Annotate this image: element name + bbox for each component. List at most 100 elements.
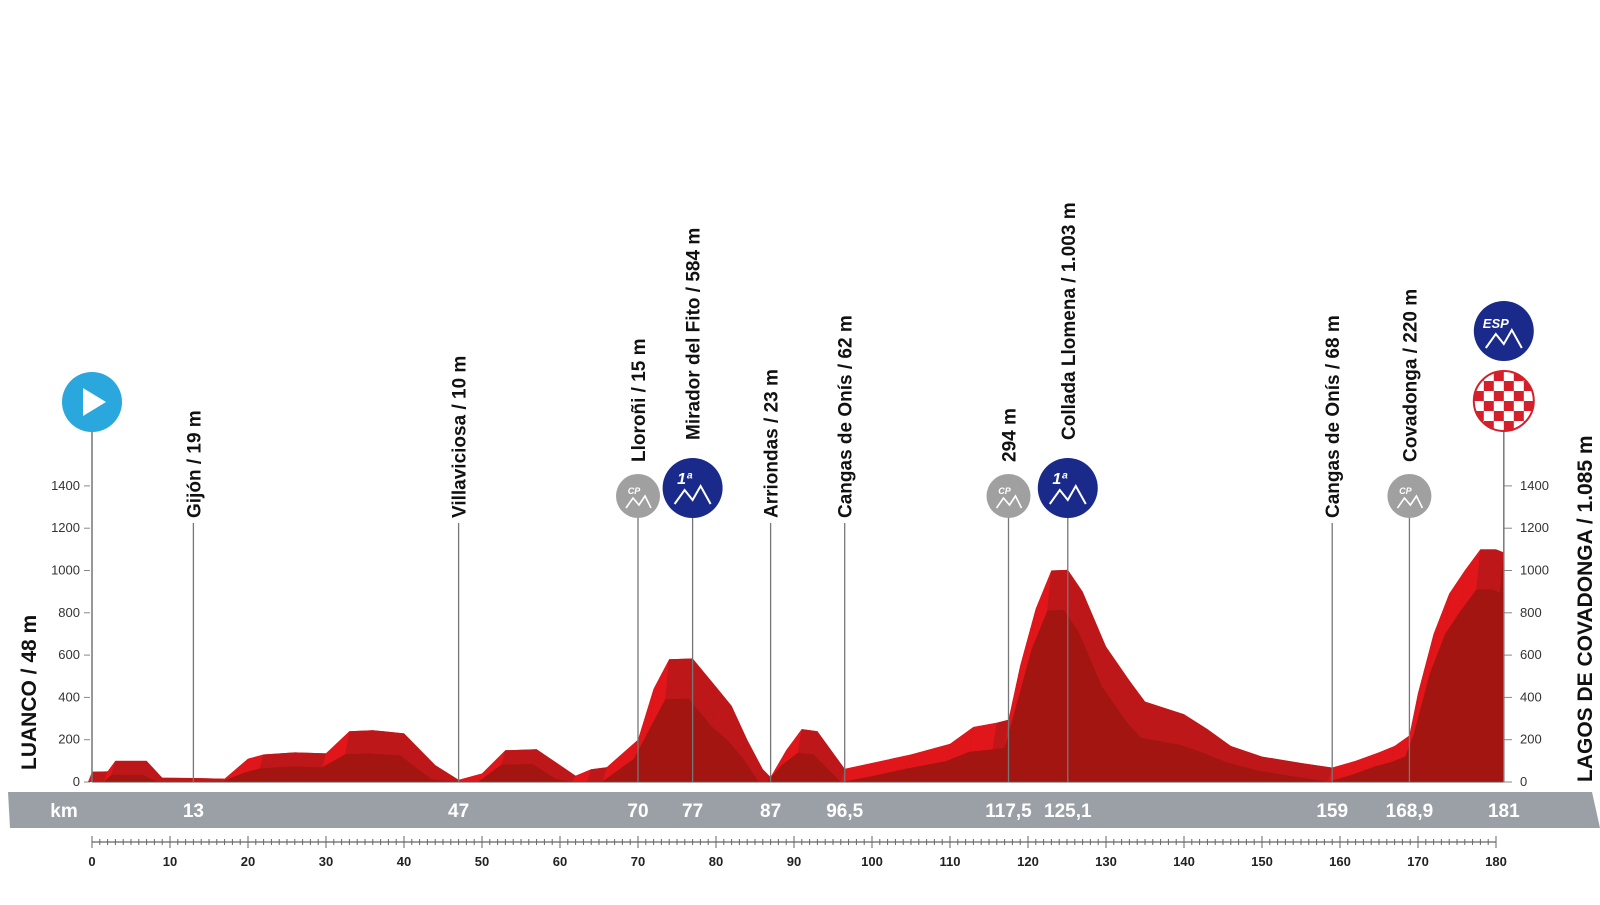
finish-check-2-4 xyxy=(1513,391,1524,401)
x-tick-label-110: 110 xyxy=(940,854,961,869)
profile-segment-56 xyxy=(1351,752,1379,775)
sprint-mountain-icon-2 xyxy=(625,494,652,509)
profile-segment-50 xyxy=(1180,714,1208,753)
profile-segment-53 xyxy=(1258,756,1301,777)
profile-segment-37 xyxy=(907,743,950,769)
km-band-label-8: 159 xyxy=(1316,801,1348,822)
x-axis: 0 10 20 30 40 50 60 70 80 90 100 110 120 130 140 150 160… xyxy=(88,836,1507,869)
finish-check-3-3 xyxy=(1503,401,1514,411)
profile-segment-9 xyxy=(290,752,326,768)
km-band: km 13 47 70 77 87 96,5 117,5 125,1 159 168,9 181 xyxy=(8,792,1600,828)
km-band-label-0: 13 xyxy=(183,801,204,822)
profile-segment-64 xyxy=(1476,549,1496,590)
profile-segment-49 xyxy=(1141,701,1184,745)
waypoint-name-1: Villaviciosa / 10 m xyxy=(450,356,471,518)
profile-segment-63 xyxy=(1460,549,1481,611)
profile-segment-51 xyxy=(1203,729,1231,763)
waypoint-name-4: Arriondas / 23 m xyxy=(762,369,783,518)
x-tick-label-100: 100 xyxy=(861,854,883,869)
profile-segment-34 xyxy=(813,731,845,782)
profile-segment-6 xyxy=(220,758,248,782)
profile-segment-1 xyxy=(103,760,116,782)
x-tick-label-130: 130 xyxy=(1095,854,1117,869)
profile-segment-40 xyxy=(992,719,1009,750)
finish-check-2-2 xyxy=(1493,391,1504,401)
km-band-label-6: 117,5 xyxy=(985,801,1032,822)
x-tick-label-30: 30 xyxy=(319,854,333,869)
profile-segment-39 xyxy=(969,722,997,752)
km-band-label-9: 168,9 xyxy=(1386,801,1434,822)
profile-segment-54 xyxy=(1297,763,1333,782)
x-tick-label-70: 70 xyxy=(631,854,645,869)
profile-segment-24 xyxy=(649,659,670,729)
finish-check-5-3 xyxy=(1503,421,1514,431)
profile-segment-27 xyxy=(712,686,732,741)
y-axis-ticks: 0 0 200 200 400 400 600 600 800 800 1000 1000 1200 12… xyxy=(51,478,1549,789)
profile-segment-35 xyxy=(840,763,872,782)
waypoint-name-2: Lloroñi / 15 m xyxy=(629,338,650,462)
waypoint-icons: CP 1ª CP 1ª CP ESP xyxy=(62,301,1535,518)
y-tick-left-400: 400 xyxy=(58,689,80,704)
profile-segment-52 xyxy=(1226,746,1262,771)
x-tick-label-140: 140 xyxy=(1173,854,1195,869)
x-tick-label-90: 90 xyxy=(787,854,801,869)
sprint-label-6: CP xyxy=(998,486,1011,496)
y-tick-left-800: 800 xyxy=(58,605,80,620)
profile-segment-30 xyxy=(758,769,771,782)
profile-segment-29 xyxy=(743,739,763,782)
x-tick-label-160: 160 xyxy=(1329,854,1351,869)
km-band-label-3: 77 xyxy=(682,801,703,822)
profile-segment-55 xyxy=(1328,760,1356,782)
profile-segment-33 xyxy=(797,729,818,755)
x-tick-label-10: 10 xyxy=(163,854,177,869)
x-tick-label-120: 120 xyxy=(1017,854,1039,869)
finish-esp-icon xyxy=(1473,301,1534,361)
sprint-icon-circle-2 xyxy=(616,474,660,518)
profile-segment-28 xyxy=(727,705,748,759)
y-tick-right-200: 200 xyxy=(1520,732,1542,747)
climb-icon-circle-7 xyxy=(1037,458,1098,518)
km-band-label-4: 87 xyxy=(760,801,781,822)
km-band-label-2: 70 xyxy=(627,801,648,822)
finish-check-2-0 xyxy=(1473,391,1484,401)
profile-segment-10 xyxy=(322,731,350,768)
finish-check-4-4 xyxy=(1513,411,1524,421)
finish-check-3-1 xyxy=(1483,401,1494,411)
finish-mountain-icon xyxy=(1484,327,1523,349)
x-tick-label-180: 180 xyxy=(1485,854,1507,869)
profile-segment-0 xyxy=(88,771,108,782)
waypoint-name-3: Mirador del Fito / 584 m xyxy=(684,228,705,440)
sprint-mountain-icon-6 xyxy=(995,494,1023,509)
x-tick-label-50: 50 xyxy=(475,854,489,869)
x-tick-label-150: 150 xyxy=(1251,854,1273,869)
profile-segment-57 xyxy=(1375,746,1395,767)
waypoint-lines xyxy=(91,420,1505,782)
sprint-label-2: CP xyxy=(628,486,641,496)
profile-segment-43 xyxy=(1031,570,1052,649)
finish-check-0-2 xyxy=(1493,371,1504,381)
profile-segment-22 xyxy=(602,739,638,782)
climb-category-label-7: 1ª xyxy=(1052,471,1068,488)
y-tick-right-600: 600 xyxy=(1520,647,1542,662)
x-tick-label-40: 40 xyxy=(397,854,411,869)
profile-segment-58 xyxy=(1390,735,1410,763)
finish-check-1-3 xyxy=(1503,381,1514,391)
x-tick-label-0: 0 xyxy=(88,854,95,869)
profile-segment-3 xyxy=(142,760,163,782)
y-tick-left-1200: 1200 xyxy=(51,520,80,535)
y-tick-left-200: 200 xyxy=(58,732,80,747)
profile-segment-8 xyxy=(259,752,295,769)
km-band-unit-label: km xyxy=(50,801,77,822)
profile-segment-13 xyxy=(400,733,436,780)
profile-segment-2 xyxy=(111,760,147,775)
finish-esp-label: ESP xyxy=(1483,316,1509,331)
profile-segment-14 xyxy=(431,765,459,782)
y-tick-left-1000: 1000 xyxy=(51,563,80,578)
km-band-label-5: 96,5 xyxy=(826,801,863,822)
profile-segment-17 xyxy=(501,749,537,765)
waypoint-name-0: Gijón / 19 m xyxy=(184,410,205,518)
y-tick-right-1000: 1000 xyxy=(1520,563,1549,578)
finish-flag-ring xyxy=(1472,370,1535,432)
